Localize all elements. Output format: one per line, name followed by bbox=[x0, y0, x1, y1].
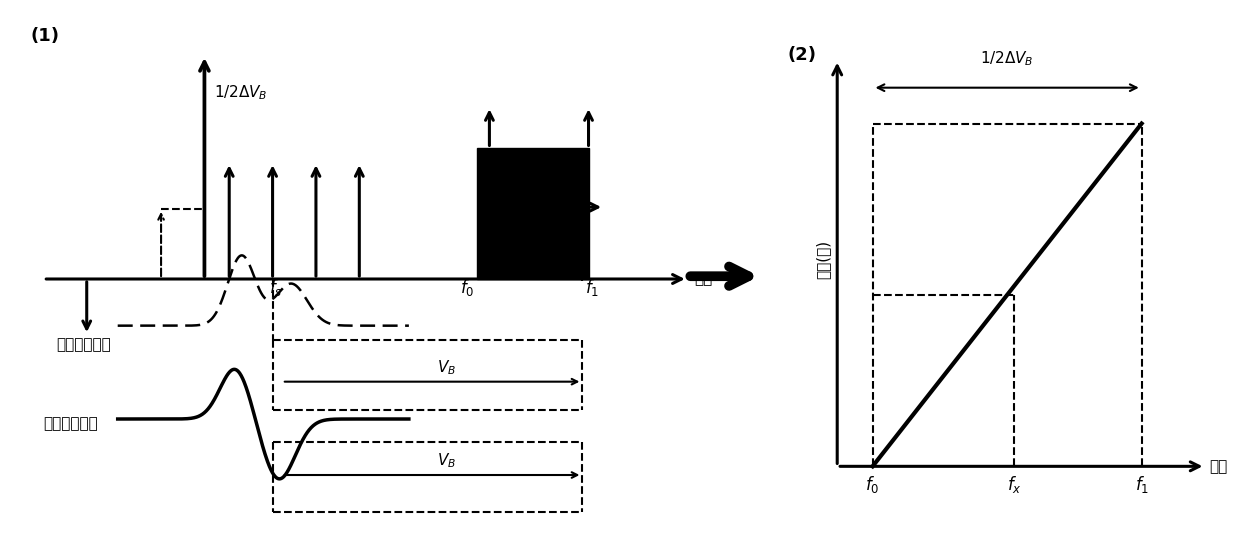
Text: $f_0$: $f_0$ bbox=[865, 474, 880, 496]
Polygon shape bbox=[477, 148, 589, 279]
Text: $1/2\Delta V_B$: $1/2\Delta V_B$ bbox=[214, 83, 268, 102]
Text: (2): (2) bbox=[788, 46, 817, 64]
Text: 布里渊相移谱: 布里渊相移谱 bbox=[43, 416, 98, 431]
Text: $f_1$: $f_1$ bbox=[585, 277, 598, 298]
Text: 布里渊增益谱: 布里渊增益谱 bbox=[56, 337, 110, 352]
Text: 频率: 频率 bbox=[694, 272, 712, 286]
Text: $V_B$: $V_B$ bbox=[436, 451, 456, 470]
Text: $f_x$: $f_x$ bbox=[1007, 474, 1022, 496]
Text: (1): (1) bbox=[31, 27, 59, 45]
Text: $f_0$: $f_0$ bbox=[461, 277, 475, 298]
Text: $1/2\Delta V_B$: $1/2\Delta V_B$ bbox=[980, 50, 1033, 69]
Text: $V_B$: $V_B$ bbox=[436, 358, 456, 377]
Text: 频率: 频率 bbox=[1209, 459, 1227, 474]
Text: $f_1$: $f_1$ bbox=[1135, 474, 1149, 496]
Text: $f_s$: $f_s$ bbox=[269, 277, 282, 298]
Text: 相移(度): 相移(度) bbox=[815, 239, 830, 278]
